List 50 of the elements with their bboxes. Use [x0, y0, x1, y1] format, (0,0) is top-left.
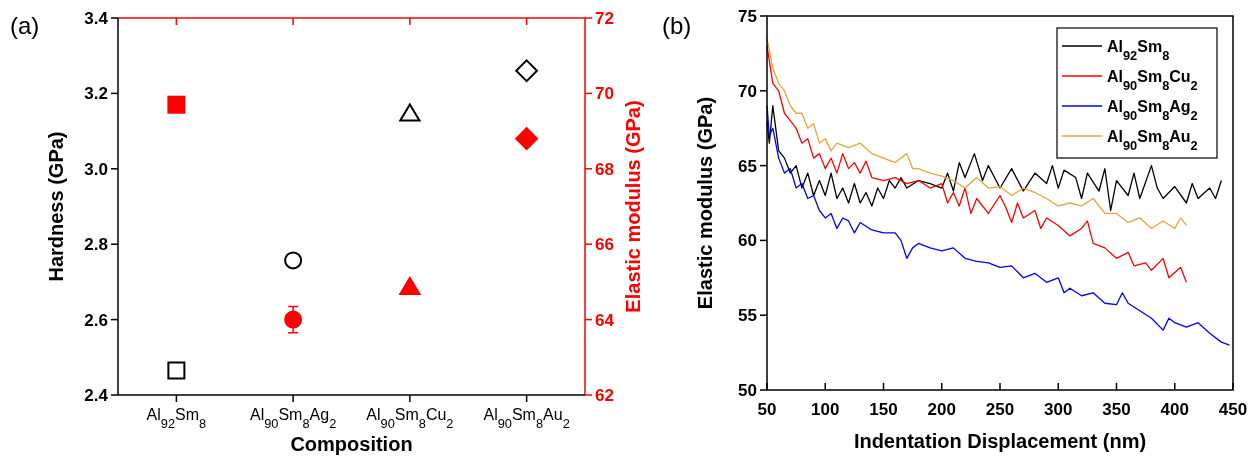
- text: (b): [662, 12, 692, 39]
- x-tick-label: 450: [1218, 400, 1248, 419]
- y-tick-label: 3.0: [84, 159, 108, 179]
- x-tick-label: 250: [985, 400, 1015, 419]
- y-tick-label: 2.6: [84, 310, 108, 330]
- x-axis-title: Composition: [290, 433, 413, 455]
- y-tick-label: 60: [738, 231, 757, 251]
- point: [399, 276, 421, 295]
- x-tick-label: 100: [811, 400, 840, 419]
- point: [399, 103, 421, 122]
- y-tick-label: 50: [738, 380, 757, 400]
- point: [167, 361, 186, 380]
- text: (a): [10, 12, 40, 39]
- x-tick-label: 50: [757, 400, 777, 419]
- y-tick-label: 2.8: [84, 235, 108, 255]
- legend-label: Al$_{90}$Sm$_{8}$Ag$_{2}$: [1107, 98, 1198, 123]
- y-axis-title: Hardness (GPa): [45, 131, 67, 282]
- x-tick-label: Al$_{90}$Sm$_{8}$Cu$_{2}$: [366, 406, 454, 431]
- point: [515, 127, 539, 151]
- y2-axis-title: Elastic modulus (GPa): [622, 100, 644, 313]
- point: [284, 310, 303, 329]
- x-tick-label: 400: [1160, 400, 1189, 419]
- x-tick-label: 300: [1044, 400, 1073, 419]
- legend-label: Al$_{92}$Sm$_{8}$: [1107, 38, 1170, 63]
- y-tick-label: 3.2: [84, 84, 108, 104]
- y-tick-label: 3.4: [84, 8, 109, 28]
- y2-tick-label: 72: [595, 8, 614, 28]
- y2-tick-label: 70: [595, 84, 614, 104]
- point: [515, 59, 539, 83]
- point: [167, 95, 186, 114]
- y-axis-title: Elastic modulus (GPa): [694, 96, 716, 310]
- legend-label: Al$_{90}$Sm$_{8}$Cu$_{2}$: [1107, 68, 1198, 93]
- y-tick-label: 70: [738, 81, 757, 101]
- x-tick-label: Al$_{90}$Sm$_{8}$Ag$_{2}$: [249, 406, 337, 431]
- x-tick-label: Al$_{92}$Sm$_{8}$: [146, 406, 207, 431]
- y-tick-label: 55: [738, 306, 757, 326]
- x-tick-label: 350: [1102, 400, 1131, 419]
- y-tick-label: 65: [738, 156, 757, 176]
- y-tick-label: 75: [738, 6, 757, 26]
- y2-tick-label: 62: [595, 385, 614, 405]
- y2-tick-label: 68: [595, 159, 614, 179]
- legend-label: Al$_{90}$Sm$_{8}$Au$_{2}$: [1107, 128, 1198, 153]
- x-axis-title: Indentation Displacement (nm): [853, 430, 1147, 452]
- x-tick-label: 200: [927, 400, 956, 419]
- point: [284, 251, 303, 270]
- y2-tick-label: 66: [595, 235, 614, 255]
- y2-tick-label: 64: [595, 310, 615, 330]
- x-tick-label: Al$_{90}$Sm$_{8}$Au$_{2}$: [483, 406, 570, 431]
- y-tick-label: 2.4: [84, 385, 109, 405]
- x-tick-label: 150: [869, 400, 898, 419]
